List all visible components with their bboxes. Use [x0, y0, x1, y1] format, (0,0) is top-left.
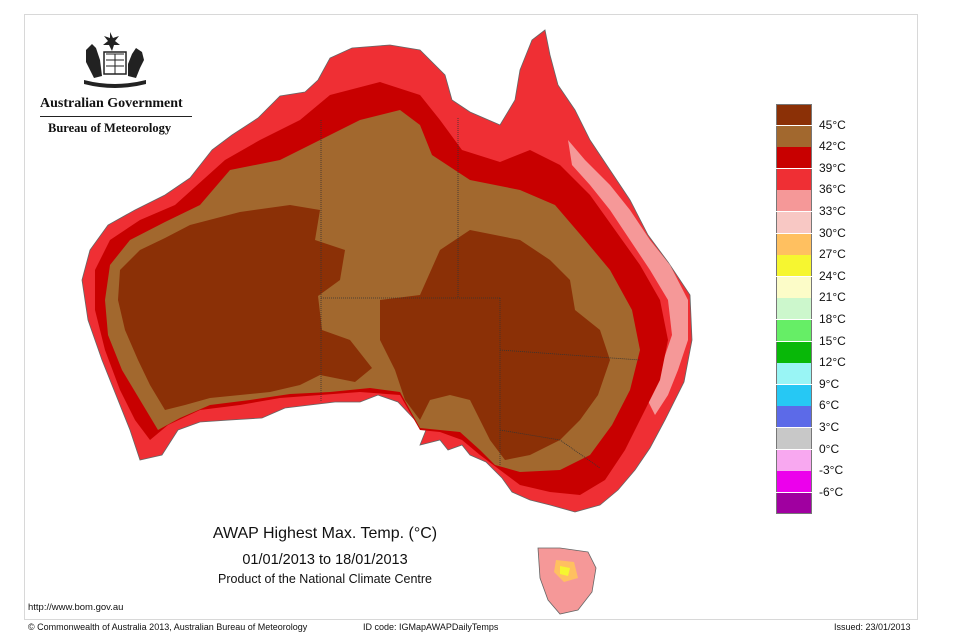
legend-label: 30°C	[819, 225, 846, 240]
legend-swatch	[776, 168, 812, 190]
legend-label: 21°C	[819, 290, 846, 305]
legend-swatch	[776, 233, 812, 255]
dark-core-west	[118, 205, 372, 410]
legend-label: 3°C	[819, 420, 840, 434]
product-line: Product of the National Climate Centre	[218, 572, 432, 586]
bureau-name: Bureau of Meteorology	[48, 121, 172, 135]
id-code: ID code: IGMapAWAPDailyTemps	[363, 622, 499, 632]
legend-label: 33°C	[819, 204, 846, 218]
legend-swatch	[776, 320, 812, 341]
legend-swatch	[776, 298, 812, 320]
legend-label: 45°C	[819, 117, 846, 132]
legend-swatch	[776, 492, 812, 514]
legend-swatch	[776, 406, 812, 428]
logo-divider	[40, 116, 192, 117]
legend-label: 27°C	[819, 247, 846, 262]
legend-label: 9°C	[819, 376, 840, 391]
map-title: AWAP Highest Max. Temp. (°C)	[212, 525, 438, 542]
legend-swatch	[776, 276, 812, 298]
coat-of-arms-icon	[84, 32, 146, 88]
east-coast-pink	[568, 140, 688, 415]
legend-swatch	[776, 471, 812, 493]
legend-swatch	[776, 363, 812, 385]
legend-label: 24°C	[819, 268, 846, 283]
legend-swatch	[776, 147, 812, 169]
legend-swatch	[776, 125, 812, 147]
map-title-block: AWAP Highest Max. Temp. (°C) 01/01/2013 …	[160, 524, 490, 587]
legend-swatch	[776, 255, 812, 277]
legend-label: 42°C	[819, 139, 846, 154]
legend-label: 6°C	[819, 398, 840, 413]
legend-swatch	[776, 341, 812, 363]
legend-label: 39°C	[819, 160, 846, 175]
tasmania-yellow-spot	[560, 566, 570, 576]
legend-swatch	[776, 428, 812, 449]
dark-core-east	[380, 230, 610, 460]
legend-label: -6°C	[819, 484, 844, 499]
legend-label: 0°C	[819, 441, 840, 456]
legend-label: 12°C	[819, 355, 846, 370]
legend-swatch	[776, 384, 812, 406]
date-range: 01/01/2013 to 18/01/2013	[242, 552, 408, 568]
legend-swatch	[776, 104, 812, 125]
legend-label: 36°C	[819, 182, 846, 197]
copyright: © Commonwealth of Australia 2013, Austra…	[28, 622, 308, 632]
legend-label: 18°C	[819, 312, 846, 326]
website-url[interactable]: http://www.bom.gov.au	[28, 602, 124, 613]
legend-swatch	[776, 212, 812, 233]
legend-swatch	[776, 449, 812, 471]
legend-label: 15°C	[819, 333, 846, 348]
state-borders	[320, 118, 641, 469]
issued-date: Issued: 23/01/2013	[834, 622, 911, 632]
legend-label: -3°C	[819, 463, 844, 478]
legend-swatch	[776, 190, 812, 212]
agency-name: Australian Government	[40, 96, 183, 111]
